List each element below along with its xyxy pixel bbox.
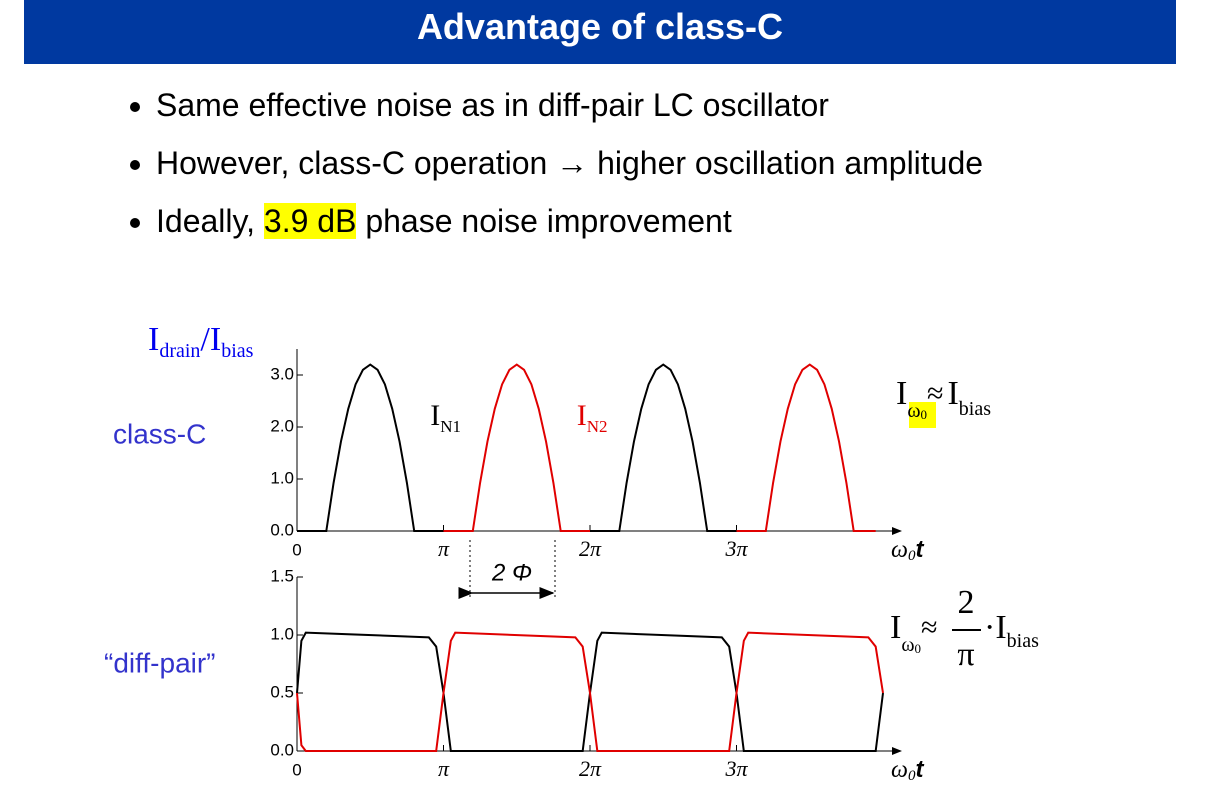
series-label-part: N2 — [587, 417, 608, 436]
phase-label: 2 Φ — [491, 559, 532, 586]
chart-label: “diff-pair” — [104, 647, 216, 678]
chart-label: class-C — [113, 418, 206, 449]
y-label-part: / — [200, 321, 210, 358]
y-tick-label: 1.0 — [270, 468, 294, 487]
formula-part: bias — [959, 398, 991, 420]
bullet: Ideally, 3.9 dB phase noise improvement — [156, 200, 1036, 242]
formula-part: I — [995, 609, 1006, 646]
bullet-text: Same effective noise as in diff-pair LC … — [156, 87, 829, 123]
x-tick-label: π — [438, 756, 450, 781]
y-label-part: bias — [221, 340, 253, 362]
x-label-part: t — [915, 536, 924, 563]
formula-part: ω — [901, 634, 914, 656]
data-line — [590, 363, 737, 532]
x-label-part: 0 — [908, 548, 916, 564]
x-tick-label: 0 — [292, 540, 301, 559]
formula: ·Ibias — [984, 609, 1039, 652]
formula-part: 0 — [921, 407, 928, 422]
highlight: 3.9 dB — [263, 203, 357, 239]
data-line — [296, 631, 884, 752]
y-tick-label: 3.0 — [270, 364, 294, 383]
x-label-part: ω — [891, 537, 908, 563]
y-tick-label: 1.5 — [270, 566, 294, 585]
y-label: Idrain/Ibias — [148, 321, 254, 362]
x-label: ω0t — [891, 756, 924, 784]
formula-part: I — [947, 375, 958, 412]
series-label-part: I — [577, 399, 587, 432]
x-tick-label: 3π — [724, 536, 748, 561]
data-line — [736, 363, 876, 532]
formula-part: bias — [1007, 630, 1039, 652]
formula: Iω0≈ Ibias — [896, 375, 991, 422]
x-tick-label: 3π — [724, 756, 748, 781]
x-tick-label: π — [438, 536, 450, 561]
series-label: IN1 — [430, 399, 461, 436]
highlight — [909, 402, 936, 428]
formula-part: ω — [907, 400, 920, 422]
formula-part: · — [984, 609, 995, 646]
data-line — [297, 363, 444, 532]
y-label-part: I — [148, 321, 159, 358]
bullet-text: phase noise improvement — [356, 203, 732, 239]
formula-numerator: 2 — [958, 584, 975, 621]
x-label-part: t — [915, 756, 924, 783]
formula-denominator: π — [957, 636, 974, 673]
x-tick-label: 0 — [292, 760, 301, 779]
y-label-part: I — [210, 321, 221, 358]
x-tick-label: 2π — [579, 756, 602, 781]
bullet-text: Ideally, — [156, 203, 264, 239]
data-line — [443, 363, 590, 532]
formula-part: 0 — [915, 641, 922, 656]
x-label-part: 0 — [908, 768, 916, 784]
x-label: ω0t — [891, 536, 924, 564]
bullet-list: Same effective noise as in diff-pair LC … — [112, 84, 1036, 258]
formula: Iω0≈ — [890, 609, 937, 656]
x-label-part: ω — [891, 757, 908, 783]
y-label-part: drain — [159, 340, 200, 362]
bullet: Same effective noise as in diff-pair LC … — [156, 84, 1036, 126]
y-tick-label: 0.0 — [270, 740, 294, 759]
y-tick-label: 0.5 — [270, 682, 294, 701]
series-label-part: I — [430, 399, 440, 432]
series-label-part: N1 — [440, 417, 461, 436]
slide-title: Advantage of class-C — [24, 0, 1176, 64]
bullet: However, class-C operation → higher osci… — [156, 142, 1036, 184]
formula-part: I — [890, 609, 901, 646]
y-tick-label: 2.0 — [270, 416, 294, 435]
formula-part: ≈ — [927, 377, 943, 410]
series-label: IN2 — [577, 399, 608, 436]
formula-part: ≈ — [921, 611, 937, 644]
y-tick-label: 1.0 — [270, 624, 294, 643]
y-tick-label: 0.0 — [270, 520, 294, 539]
x-tick-label: 2π — [579, 536, 602, 561]
bullet-text: However, class-C operation → higher osci… — [156, 145, 984, 181]
formula-part: I — [896, 375, 907, 412]
